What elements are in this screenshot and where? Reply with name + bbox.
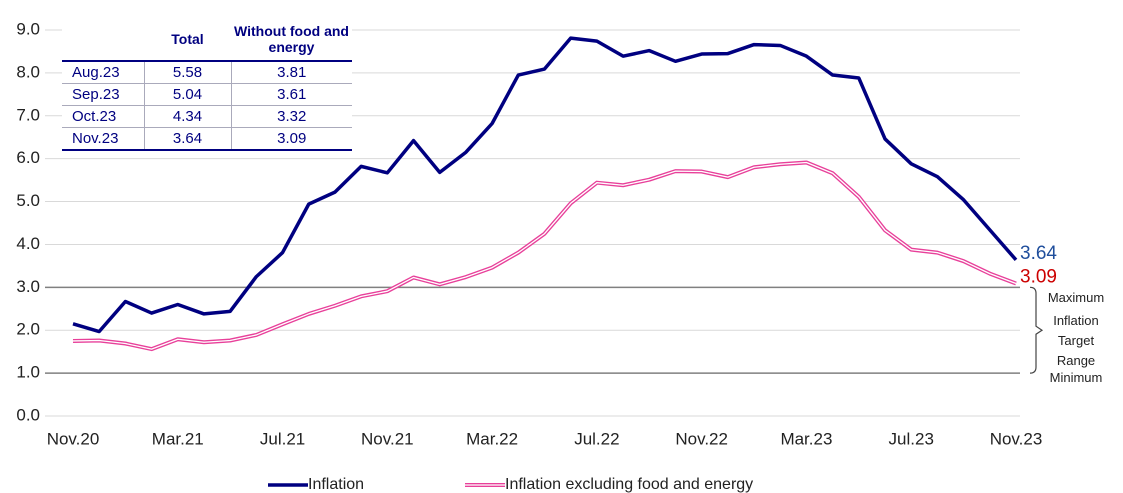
y-tick-label: 2.0	[16, 320, 40, 339]
table-header-cell: Without food and energy	[231, 18, 352, 62]
x-tick-label: Jul.21	[260, 429, 305, 448]
x-tick-label: Nov.21	[361, 429, 414, 448]
x-tick-label: Mar.23	[780, 429, 832, 448]
table-cell: Oct.23	[62, 105, 145, 128]
summary-table: Total Without food and energy Aug.23 5.58…	[62, 18, 352, 151]
x-tick-label: Mar.21	[152, 429, 204, 448]
x-tick-label: Jul.23	[889, 429, 934, 448]
y-tick-label: 9.0	[16, 19, 40, 38]
y-tick-label: 5.0	[16, 191, 40, 210]
x-tick-label: Nov.22	[675, 429, 728, 448]
table-cell: 3.32	[231, 105, 352, 128]
table-cell: 3.64	[144, 127, 232, 151]
y-tick-label: 4.0	[16, 234, 40, 253]
x-tick-label: Mar.22	[466, 429, 518, 448]
series-line	[72, 36, 1018, 334]
table-cell: 3.09	[231, 127, 352, 151]
table-header-cell: Total	[144, 18, 231, 62]
table-header-cell	[62, 18, 144, 62]
table-row: Sep.23 5.04 3.61	[62, 83, 352, 106]
table-row: Nov.23 3.64 3.09	[62, 127, 352, 151]
y-tick-label: 6.0	[16, 148, 40, 167]
table-row: Aug.23 5.58 3.81	[62, 61, 352, 84]
target-bracket	[1029, 286, 1044, 374]
table-cell: 4.34	[144, 105, 232, 128]
x-tick-label: Jul.22	[574, 429, 619, 448]
target-min-label: Minimum	[1049, 370, 1103, 385]
legend-label: Inflation excluding food and energy	[505, 476, 753, 493]
series-line-highlight	[72, 161, 1017, 350]
target-max-label: Maximum	[1047, 290, 1105, 305]
table-cell: 3.61	[231, 83, 352, 106]
series-line	[72, 160, 1017, 352]
y-tick-label: 3.0	[16, 277, 40, 296]
x-tick-label: Nov.23	[990, 429, 1043, 448]
table-row: Oct.23 4.34 3.32	[62, 105, 352, 128]
y-tick-label: 7.0	[16, 105, 40, 124]
y-tick-label: 1.0	[16, 363, 40, 382]
legend-label: Inflation	[308, 476, 364, 493]
table-cell: 3.81	[231, 61, 352, 84]
table-cell: 5.58	[144, 61, 232, 84]
target-range-label: Inflation Target Range	[1053, 313, 1099, 368]
table-cell: Sep.23	[62, 83, 145, 106]
table-header: Total Without food and energy	[62, 18, 352, 62]
y-tick-label: 0.0	[16, 405, 40, 424]
x-tick-label: Nov.20	[47, 429, 100, 448]
y-tick-label: 8.0	[16, 62, 40, 81]
end-value-label: 3.09	[1020, 266, 1057, 287]
end-value-label: 3.64	[1020, 243, 1057, 264]
table-cell: 5.04	[144, 83, 232, 106]
table-cell: Aug.23	[62, 61, 145, 84]
table-cell: Nov.23	[62, 127, 145, 151]
